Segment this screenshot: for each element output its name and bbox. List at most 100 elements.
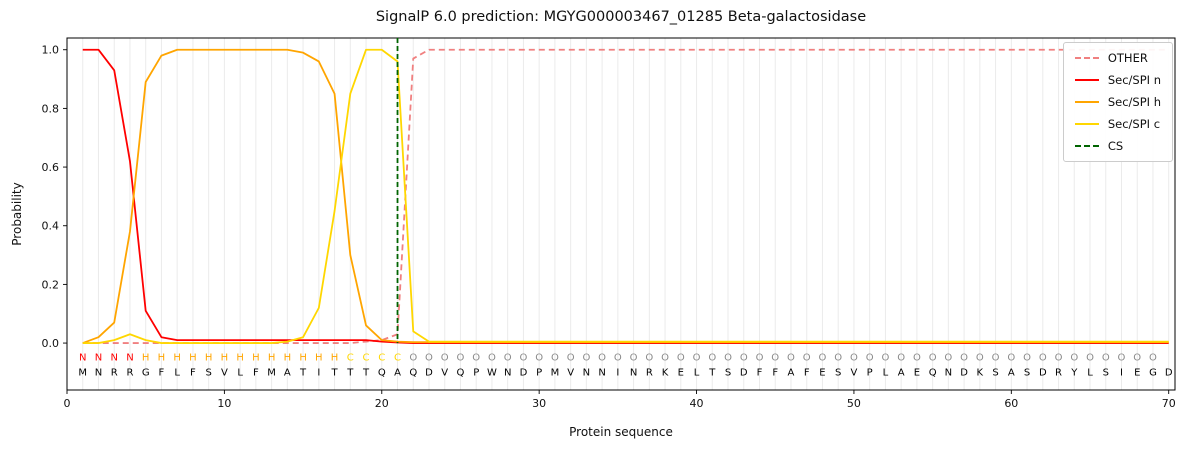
region-letter: O <box>850 353 858 364</box>
region-letter: O <box>913 353 921 364</box>
legend-entry-sec-spi-c: Sec/SPI c <box>1074 117 1161 131</box>
sequence-letter: R <box>126 367 133 378</box>
region-letter: H <box>158 353 166 364</box>
y-tick-label: 0.4 <box>42 220 60 233</box>
region-letter: O <box>1007 353 1015 364</box>
region-letter: O <box>929 353 937 364</box>
sequence-letter: S <box>1024 367 1030 378</box>
sequence-letter: D <box>960 367 968 378</box>
sequence-letter: P <box>473 367 479 378</box>
sequence-letter: D <box>740 367 748 378</box>
sequence-letter: N <box>95 367 102 378</box>
region-letter: C <box>378 353 385 364</box>
sequence-letter: K <box>977 367 984 378</box>
sequence-letter: Q <box>929 367 937 378</box>
region-letter: O <box>488 353 496 364</box>
sequence-letter: E <box>819 367 825 378</box>
sequence-letter: N <box>598 367 605 378</box>
region-letter: O <box>441 353 449 364</box>
legend-label: CS <box>1107 139 1124 153</box>
sequence-letter: R <box>111 367 118 378</box>
sequence-letter: D <box>1039 367 1047 378</box>
y-tick-label: 0.8 <box>42 102 60 115</box>
region-letter: O <box>598 353 606 364</box>
region-letter: O <box>425 353 433 364</box>
region-letter: H <box>284 353 292 364</box>
region-letter: O <box>976 353 984 364</box>
legend-entry-sec-spi-n: Sec/SPI n <box>1074 73 1161 87</box>
sequence-letter: S <box>1103 367 1109 378</box>
region-letter: O <box>724 353 732 364</box>
region-letter: H <box>268 353 276 364</box>
sequence-letter: S <box>835 367 841 378</box>
region-letter: O <box>1133 353 1141 364</box>
sequence-letter: T <box>299 367 307 378</box>
sequence-letter: S <box>992 367 998 378</box>
region-letter: O <box>944 353 952 364</box>
region-letter: C <box>347 353 354 364</box>
sequence-letter: I <box>616 367 619 378</box>
sequence-letter: F <box>772 367 778 378</box>
sequence-letter: N <box>630 367 637 378</box>
sequence-letter: E <box>678 367 684 378</box>
sequence-letter: A <box>284 367 291 378</box>
y-axis-label: Probability <box>10 182 24 246</box>
sequence-letter: D <box>520 367 528 378</box>
sequence-letter: R <box>646 367 653 378</box>
y-tick-label: 0.0 <box>42 337 60 350</box>
x-tick-label: 70 <box>1162 397 1176 410</box>
region-letter: O <box>819 353 827 364</box>
region-letter: O <box>614 353 622 364</box>
sequence-letter: F <box>253 367 259 378</box>
sequence-letter: P <box>536 367 542 378</box>
sequence-letter: Y <box>1070 367 1078 378</box>
legend-entry-sec-spi-h: Sec/SPI h <box>1074 95 1161 109</box>
legend-line-sample <box>1074 123 1099 125</box>
region-letter: O <box>1102 353 1110 364</box>
region-letter: O <box>1149 353 1157 364</box>
region-letter: O <box>708 353 716 364</box>
region-letter: H <box>221 353 229 364</box>
x-axis-label: Protein sequence <box>569 425 673 439</box>
region-letter: N <box>79 353 86 364</box>
region-letter: O <box>661 353 669 364</box>
y-tick-label: 0.2 <box>42 278 60 291</box>
region-letter: O <box>960 353 968 364</box>
region-letter: H <box>142 353 150 364</box>
sequence-letter: V <box>567 367 574 378</box>
x-tick-label: 30 <box>532 397 546 410</box>
sequence-letter: S <box>725 367 731 378</box>
sequence-letter: T <box>708 367 716 378</box>
sequence-letter: R <box>1055 367 1062 378</box>
sequence-letter: M <box>551 367 560 378</box>
region-letter: O <box>740 353 748 364</box>
legend-label: Sec/SPI c <box>1107 117 1161 131</box>
region-letter: H <box>299 353 307 364</box>
series-sec-spi-h <box>82 48 1169 344</box>
region-letter: O <box>630 353 638 364</box>
legend-line-sample <box>1074 57 1099 59</box>
sequence-letter: T <box>362 367 370 378</box>
region-letter: O <box>551 353 559 364</box>
sequence-letter: E <box>914 367 920 378</box>
region-letter: H <box>252 353 260 364</box>
sequence-letter: F <box>804 367 810 378</box>
sequence-letter: D <box>425 367 433 378</box>
region-letter: H <box>189 353 197 364</box>
region-letter: O <box>834 353 842 364</box>
region-letter: O <box>1070 353 1078 364</box>
sequence-letter: S <box>205 367 211 378</box>
x-tick-label: 10 <box>217 397 231 410</box>
sequence-letter: D <box>1165 367 1173 378</box>
sequence-letter: A <box>1008 367 1015 378</box>
series-other <box>82 48 1169 344</box>
sequence-letter: N <box>504 367 511 378</box>
sequence-letter: M <box>267 367 276 378</box>
sequence-letter: N <box>583 367 590 378</box>
sequence-letter: V <box>441 367 448 378</box>
region-letter: O <box>1039 353 1047 364</box>
region-letter: O <box>756 353 764 364</box>
sequence-letter: G <box>142 367 150 378</box>
region-letter: O <box>866 353 874 364</box>
